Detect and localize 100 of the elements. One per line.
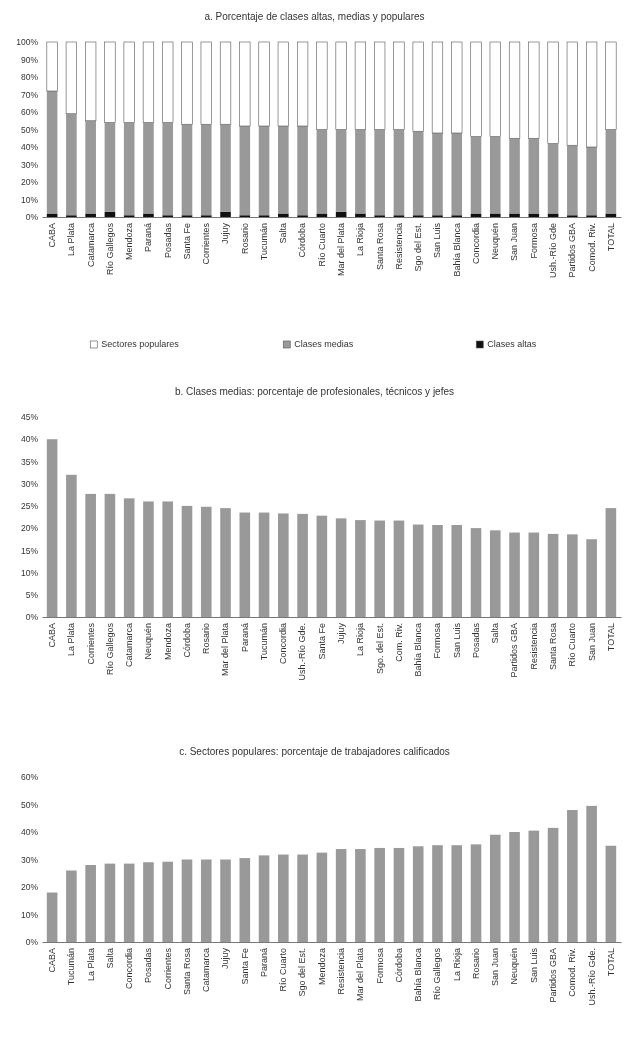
y-tick-label: 20% [20, 882, 39, 893]
bar [200, 859, 212, 942]
x-tick-label: La Rioja [451, 948, 462, 982]
x-tick-label: Ush.-Río Gde. [586, 948, 597, 1006]
bar [605, 845, 617, 942]
bar [143, 501, 154, 617]
bar [66, 113, 77, 216]
bar [258, 855, 270, 942]
x-tick-label: Resistencia [528, 623, 539, 670]
bar [278, 513, 289, 617]
x-tick-label: Concordia [278, 623, 289, 665]
bar [432, 845, 443, 942]
x-tick-label: Mar del Plata [220, 623, 231, 677]
legend-label: Clases altas [487, 339, 537, 349]
x-tick-label: Jujuy [220, 222, 231, 245]
bar [489, 41, 501, 137]
bar [355, 129, 366, 214]
bar [509, 832, 520, 942]
bar [297, 854, 308, 942]
bar [316, 41, 328, 130]
bar [355, 520, 366, 617]
x-tick-label: Salta [104, 948, 115, 969]
x-tick-label: Santa Fe [316, 623, 327, 660]
y-tick-label: 50% [20, 124, 39, 135]
bar [567, 145, 578, 216]
bar [509, 138, 520, 214]
bar [181, 505, 193, 617]
bar [412, 846, 424, 942]
x-tick-label: San Luis [528, 947, 539, 984]
bar [412, 131, 424, 216]
x-tick-label: Corrientes [201, 222, 212, 265]
bar [258, 41, 270, 127]
bar [104, 41, 116, 123]
y-tick-label: 40% [20, 434, 39, 445]
bar [393, 847, 405, 942]
x-tick-label: Concordia [470, 223, 481, 265]
bar [143, 862, 154, 942]
x-tick-label: Resistencia [393, 223, 404, 270]
x-tick-label: Río Gallegos [104, 622, 115, 676]
x-tick-label: Corrientes [85, 622, 96, 665]
bar [374, 129, 385, 216]
x-tick-label: CABA [47, 623, 57, 648]
x-tick-label: Posadas [143, 947, 154, 984]
x-tick-label: Bahía Blanca [451, 223, 462, 277]
bar [239, 126, 251, 216]
x-tick-label: Partidos GBA [509, 623, 520, 678]
bar [219, 41, 232, 125]
x-tick-label: Formosa [374, 948, 385, 984]
bar [220, 508, 231, 617]
x-tick-label: Neuquén [509, 948, 520, 985]
bar [239, 858, 251, 942]
y-tick-label: 40% [20, 827, 39, 838]
bar [470, 136, 482, 214]
x-tick-label: Río Gallegos [432, 947, 443, 1001]
bar [374, 520, 385, 617]
y-tick-label: 35% [20, 456, 39, 467]
bar [547, 143, 559, 214]
x-tick-label: Jujuy [336, 622, 347, 645]
bar [451, 845, 463, 942]
bar [46, 439, 58, 617]
y-tick-label: 45% [20, 412, 39, 423]
y-tick-label: 60% [20, 772, 39, 783]
x-tick-label: Posadas [162, 222, 173, 259]
chart-title: a. Porcentaje de clases altas, medias y populares [204, 11, 425, 22]
y-tick-label: 5% [25, 590, 39, 600]
bar [277, 41, 289, 127]
x-tick-label: Concordia [124, 948, 135, 990]
bar [489, 136, 501, 214]
bar [46, 91, 58, 214]
bar [278, 854, 289, 942]
bar [374, 41, 386, 130]
y-tick-label: 0% [25, 612, 39, 623]
bar [162, 41, 174, 123]
y-tick-label: 10% [20, 194, 39, 205]
bar [586, 539, 597, 617]
x-tick-label: San Luis [451, 622, 462, 659]
bar [432, 525, 443, 617]
bar [374, 847, 385, 942]
x-tick-label: San Juan [586, 623, 597, 662]
x-tick-label: Rosario [239, 223, 250, 255]
x-tick-label: Salta [490, 623, 501, 644]
bar [316, 852, 328, 942]
chart-title: b. Clases medias: porcentaje de profesionales, técnicos y jefes [174, 386, 455, 397]
y-tick-label: 20% [20, 177, 39, 188]
y-tick-label: 80% [20, 72, 39, 83]
bar [297, 513, 308, 617]
x-tick-label: La Plata [66, 223, 77, 257]
x-tick-label: TOTAL [605, 948, 616, 977]
bar [181, 124, 193, 216]
x-tick-label: Córdoba [297, 223, 308, 258]
x-tick-label: TOTAL [605, 223, 616, 252]
x-tick-label: Comod. Riv. [567, 948, 578, 997]
bar [354, 41, 366, 130]
bar [162, 501, 174, 617]
bar [566, 41, 578, 146]
bar [355, 849, 366, 942]
bar [65, 41, 77, 115]
bar [200, 506, 212, 617]
bar [220, 859, 231, 942]
x-tick-label: Ush.-Río Gde. [297, 623, 308, 681]
